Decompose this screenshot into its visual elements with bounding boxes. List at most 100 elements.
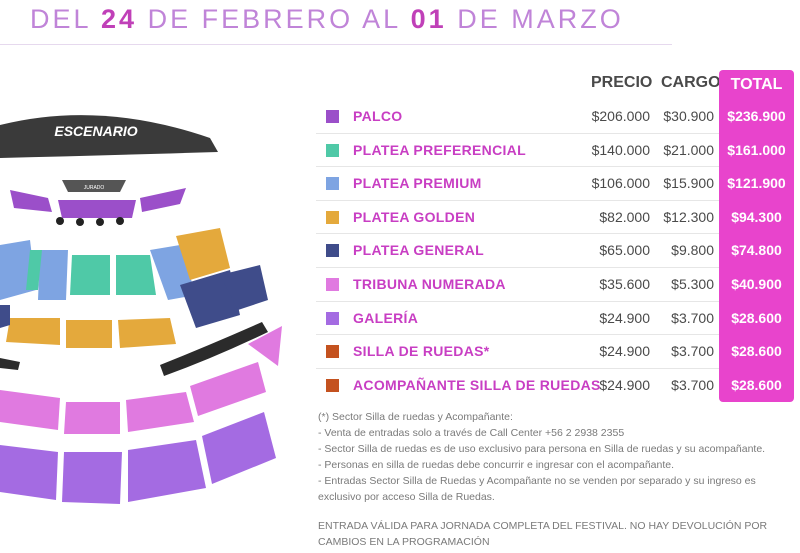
total-value: $74.800 <box>719 234 794 268</box>
stage-label: ESCENARIO <box>54 123 137 139</box>
total-value: $28.600 <box>719 301 794 336</box>
zone-name: PLATEA GOLDEN <box>353 208 476 225</box>
section-galeria-3 <box>128 440 206 502</box>
price-row: TRIBUNA NUMERADA $35.600 $5.300 $40.900 <box>316 267 794 302</box>
fee-value: $5.300 <box>671 275 714 292</box>
date-middle: DE FEBRERO AL <box>137 4 411 34</box>
wheelchair-notes: (*) Sector Silla de ruedas y Acompañante… <box>318 409 794 505</box>
section-general-3 <box>0 305 10 328</box>
zone-name: TRIBUNA NUMERADA <box>353 275 506 292</box>
section-preferencial-2 <box>116 255 156 295</box>
price-value: $140.000 <box>591 141 650 158</box>
section-golden-3 <box>118 318 176 348</box>
zone-name: PALCO <box>353 108 403 124</box>
section-palco-right <box>140 188 186 212</box>
price-value: $24.900 <box>599 376 650 393</box>
section-galeria-2 <box>62 452 122 504</box>
zone-name: GALERÍA <box>353 309 419 326</box>
section-golden-1 <box>6 318 60 345</box>
note-line: - Venta de entradas solo a través de Cal… <box>318 427 625 439</box>
section-galeria-1 <box>0 445 58 500</box>
note-line: (*) Sector Silla de ruedas y Acompañante… <box>318 411 513 423</box>
fee-value: $9.800 <box>671 242 714 259</box>
fee-value: $21.000 <box>663 141 714 158</box>
date-heading: DEL 24 DE FEBRERO AL 01 DE MARZO <box>30 4 624 35</box>
section-palco-left <box>10 190 52 212</box>
fee-value: $3.700 <box>671 309 714 326</box>
venue-seating-map: ESCENARIO JURADO <box>0 100 300 553</box>
fee-value: $15.900 <box>663 175 714 192</box>
price-row: ACOMPAÑANTE SILLA DE RUEDAS $24.900 $3.700… <box>316 368 794 403</box>
date-end-day: 01 <box>410 4 447 34</box>
note-line: - Personas en silla de ruedas debe concu… <box>318 459 675 471</box>
price-row: SILLA DE RUEDAS* $24.900 $3.700 $28.600 <box>316 335 794 369</box>
price-value: $65.000 <box>599 242 650 259</box>
zone-name: PLATEA PREFERENCIAL <box>353 141 526 158</box>
zone-color-swatch <box>326 244 339 258</box>
date-prefix: DEL <box>30 4 102 34</box>
zone-color-swatch <box>326 110 339 123</box>
walkway-band <box>160 322 268 376</box>
walkway-band-left <box>0 358 20 370</box>
zone-color-swatch <box>326 277 339 291</box>
price-row: PLATEA GENERAL $65.000 $9.800 $74.800 <box>316 234 794 268</box>
price-value: $106.000 <box>591 175 650 192</box>
header-divider <box>0 44 672 45</box>
total-value: $28.600 <box>719 368 794 403</box>
seat-dot <box>56 217 64 225</box>
zone-name: PLATEA PREMIUM <box>353 175 482 192</box>
fee-value: $30.900 <box>663 108 714 124</box>
section-tribuna-2 <box>64 402 120 434</box>
seat-dot <box>96 218 104 226</box>
date-start-day: 24 <box>101 4 138 34</box>
section-tribuna-3 <box>126 392 194 432</box>
total-value: $161.000 <box>719 133 794 168</box>
header-total: TOTAL <box>719 70 794 100</box>
price-row: PLATEA PREFERENCIAL $140.000 $21.000 $161.0… <box>316 133 794 168</box>
price-row: PALCO $206.000 $30.900 $236.900 <box>316 100 794 134</box>
price-row: PLATEA PREMIUM $106.000 $15.900 $121.900 <box>316 167 794 201</box>
section-tribuna-4 <box>190 362 266 416</box>
total-value: $28.600 <box>719 335 794 369</box>
zone-color-swatch <box>326 378 339 392</box>
jurado-box <box>62 180 126 192</box>
price-value: $24.900 <box>599 343 650 360</box>
total-value: $121.900 <box>719 167 794 201</box>
price-table: PRECIO CARGO TOTAL PALCO $206.000 $30.900 $… <box>316 70 794 403</box>
price-value: $206.000 <box>591 108 650 124</box>
total-value: $236.900 <box>719 100 794 134</box>
total-value: $94.300 <box>719 200 794 235</box>
zone-color-swatch <box>326 311 339 325</box>
fee-value: $12.300 <box>663 208 714 225</box>
section-golden-2 <box>66 320 112 348</box>
price-value: $82.000 <box>599 208 650 225</box>
jurado-label: JURADO <box>84 185 105 191</box>
seat-dot <box>116 217 124 225</box>
zone-color-swatch <box>326 210 339 224</box>
price-table-header: PRECIO CARGO TOTAL <box>316 70 794 100</box>
disclaimer: ENTRADA VÁLIDA PARA JORNADA COMPLETA DEL… <box>318 520 768 548</box>
seat-dot <box>76 218 84 226</box>
zone-color-swatch <box>326 345 339 359</box>
price-row: PLATEA GOLDEN $82.000 $12.300 $94.300 <box>316 200 794 235</box>
zone-name: ACOMPAÑANTE SILLA DE RUEDAS <box>353 376 601 393</box>
section-preferencial-3 <box>26 250 42 290</box>
section-tribuna-1 <box>0 390 60 430</box>
section-preferencial-1 <box>70 255 110 295</box>
date-suffix: DE MARZO <box>446 4 624 34</box>
zone-name: SILLA DE RUEDAS* <box>353 343 490 360</box>
zone-color-swatch <box>326 177 339 191</box>
header-cargo: CARGO <box>661 74 721 91</box>
price-row: GALERÍA $24.900 $3.700 $28.600 <box>316 301 794 336</box>
header-precio: PRECIO <box>591 74 653 91</box>
price-value: $35.600 <box>599 275 650 292</box>
section-general-2 <box>220 265 268 310</box>
note-line: - Entradas Sector Silla de Ruedas y Acom… <box>318 475 756 503</box>
zone-name: PLATEA GENERAL <box>353 242 484 259</box>
fee-value: $3.700 <box>671 343 714 360</box>
total-value: $40.900 <box>719 267 794 302</box>
section-golden-4 <box>176 228 230 280</box>
fee-value: $3.700 <box>671 376 714 393</box>
section-palco-center <box>58 200 136 218</box>
stage-shape <box>0 115 218 158</box>
